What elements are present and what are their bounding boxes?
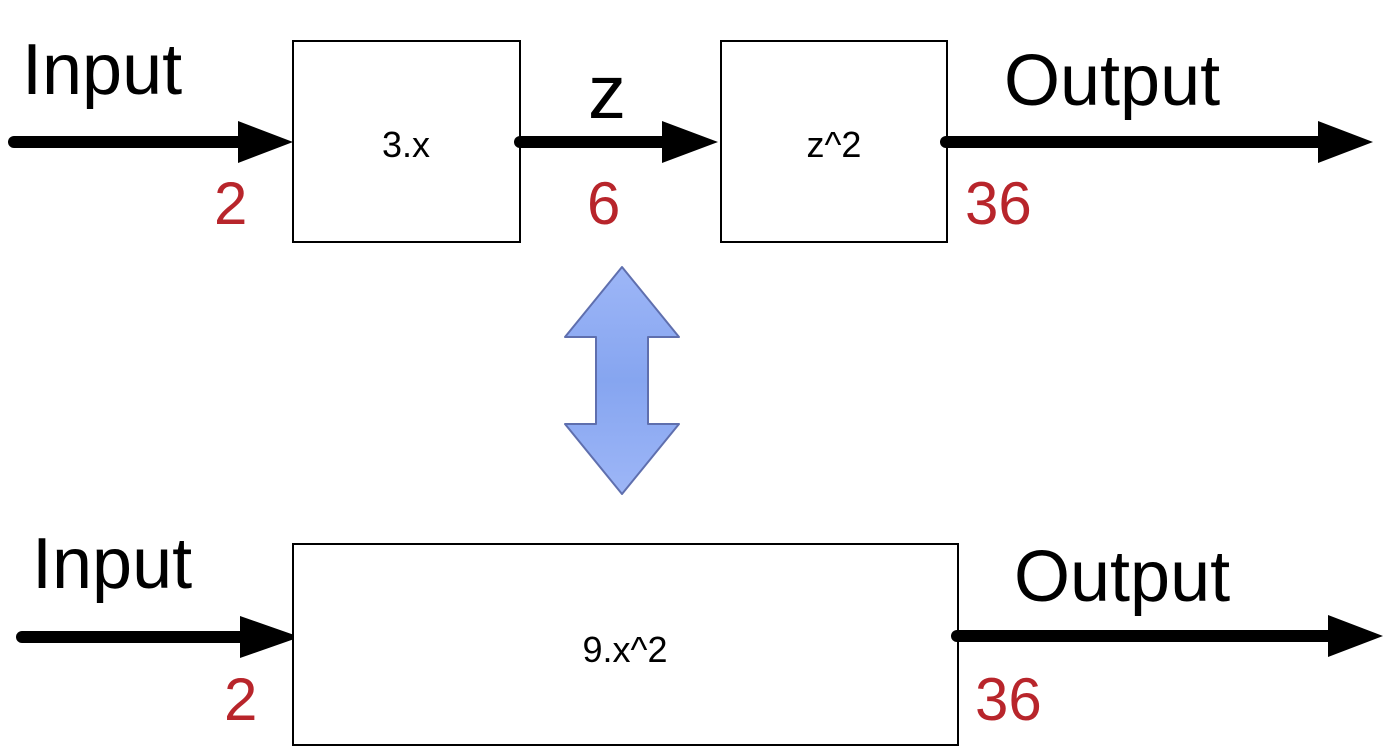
bottom-input-label: Input [32, 524, 193, 604]
top-block-3x [292, 40, 521, 243]
top-block1-formula: 3.x [381, 124, 431, 165]
top-output-value: 36 [965, 170, 1032, 237]
bottom-output-label: Output [1014, 537, 1231, 617]
top-intermediate-value: 6 [587, 170, 621, 237]
top-output-arrow [940, 121, 1373, 163]
bottom-input-value: 2 [224, 666, 258, 733]
top-intermediate-label: z [588, 50, 626, 135]
bottom-block-formula: 9.x^2 [582, 629, 668, 670]
bottom-output-arrow [951, 615, 1383, 657]
top-input-arrow [8, 121, 293, 163]
top-block2-formula: z^2 [806, 124, 862, 165]
top-input-value: 2 [214, 170, 248, 237]
bottom-output-value: 36 [975, 666, 1042, 733]
top-output-label: Output [1004, 41, 1221, 121]
bottom-input-arrow [16, 616, 300, 658]
double-arrow-vertical-icon [564, 266, 680, 495]
top-block-z-squared [720, 40, 948, 243]
bottom-block-9x-squared [292, 543, 959, 746]
top-input-label: Input [22, 30, 183, 110]
top-intermediate-arrow [514, 121, 718, 163]
